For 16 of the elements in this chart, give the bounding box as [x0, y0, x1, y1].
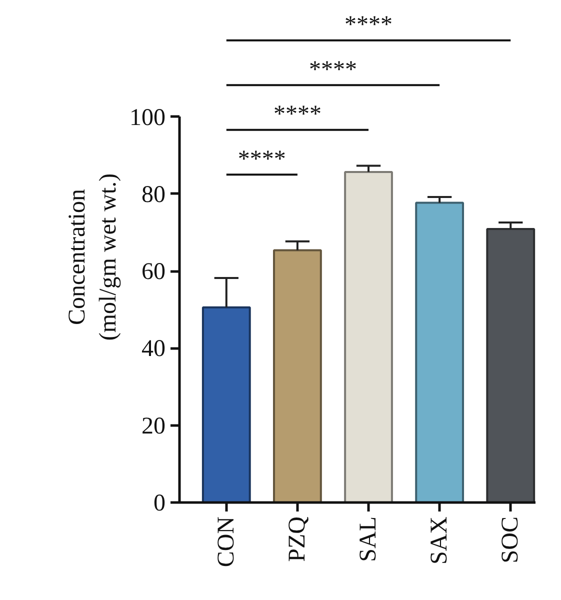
- x-tick-label: SAL: [356, 516, 382, 562]
- y-tick-label: 100: [130, 104, 166, 131]
- annotation: ****: [273, 102, 322, 128]
- y-tick-label: 40: [142, 336, 166, 362]
- y-axis-title: Concentration (mol/gm wet wt.): [64, 173, 122, 341]
- y-tick-label: 80: [142, 182, 166, 208]
- y-tick-label: 60: [142, 259, 166, 286]
- text: ****: [308, 56, 357, 83]
- annotation: ****: [238, 146, 286, 172]
- x-tick-label: CON: [213, 516, 240, 568]
- x-tick-label: SAX: [426, 516, 453, 565]
- x-tick-label: PZQ: [284, 516, 310, 562]
- x-tick-label: SOC: [498, 516, 524, 564]
- y-tick-label: 20: [142, 413, 166, 440]
- text: ****: [344, 12, 393, 38]
- y-tick-label: 0: [154, 490, 166, 516]
